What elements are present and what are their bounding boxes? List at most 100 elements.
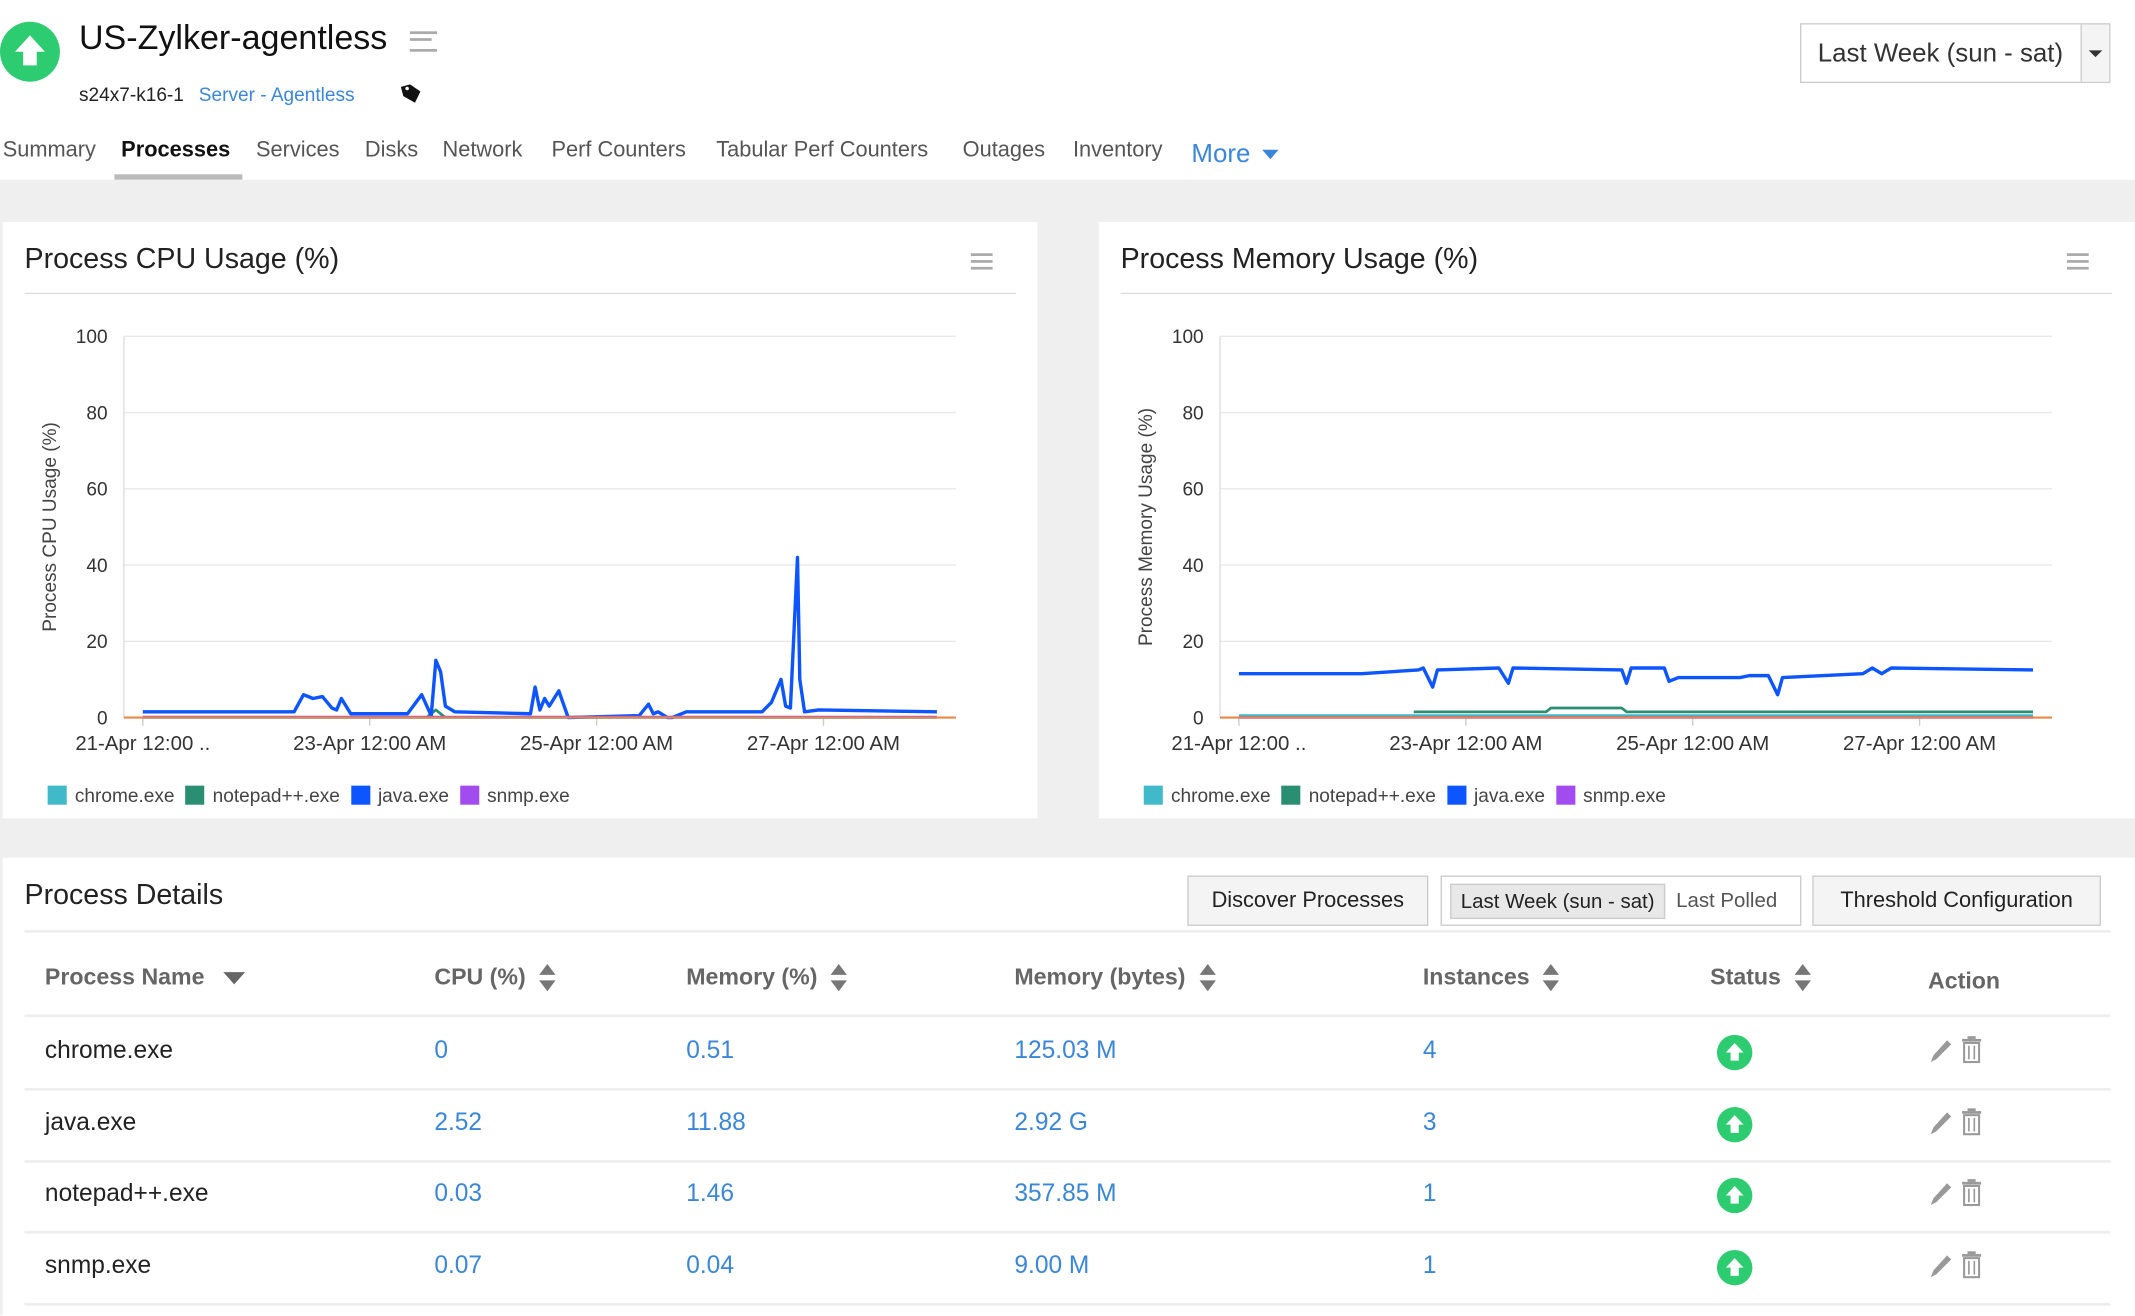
monitor-type-link[interactable]: Server - Agentless — [198, 83, 355, 105]
legend-item[interactable]: java.exe — [1441, 784, 1545, 806]
column-header-process-name[interactable]: Process Name — [45, 964, 246, 991]
column-header-cpu[interactable]: CPU (%) — [434, 964, 556, 992]
cell-memory-bytes[interactable]: 125.03 M — [1014, 1036, 1117, 1064]
period-last-polled-button[interactable]: Last Polled — [1676, 889, 1778, 913]
memory-chart-menu-icon[interactable] — [2066, 253, 2089, 270]
y-tick-label: 100 — [1172, 327, 1204, 348]
chevron-down-icon — [1262, 150, 1279, 160]
tab-network[interactable]: Network — [443, 139, 523, 164]
cell-cpu[interactable]: 0.07 — [434, 1251, 483, 1279]
tab-summary[interactable]: Summary — [3, 139, 96, 164]
y-tick-label: 100 — [76, 327, 108, 348]
active-tab-underline — [114, 174, 243, 180]
cell-memory-percent[interactable]: 11.88 — [686, 1107, 746, 1136]
cell-memory-bytes[interactable]: 2.92 G — [1014, 1107, 1088, 1136]
monitor-menu-icon[interactable] — [409, 31, 438, 52]
cell-memory-percent[interactable]: 0.04 — [686, 1251, 734, 1279]
cell-instances[interactable]: 1 — [1422, 1179, 1437, 1207]
legend-swatch — [1555, 785, 1576, 805]
legend-item[interactable]: chrome.exe — [42, 784, 174, 806]
period-select[interactable]: Last Week (sun - sat) — [1800, 23, 2111, 84]
column-label: Memory (bytes) — [1014, 964, 1186, 990]
x-tick-label: 21-Apr 12:00 .. — [1171, 733, 1306, 755]
tab-label: Perf Counters — [551, 138, 686, 163]
tab-label: Services — [255, 138, 340, 163]
memory-chart-title: Process Memory Usage (%) — [1120, 243, 1479, 276]
delete-icon[interactable] — [1959, 1178, 1984, 1215]
y-tick-label: 0 — [97, 708, 108, 729]
legend-swatch — [1281, 785, 1301, 805]
legend-item[interactable]: chrome.exe — [1138, 784, 1271, 807]
tab-services[interactable]: Services — [256, 139, 340, 164]
column-header-instances[interactable]: Instances — [1422, 964, 1560, 992]
cell-process-name: java.exe — [44, 1107, 137, 1136]
table-row: java.exe 2.52 11.88 2.92 G 3 — [24, 1089, 2111, 1163]
legend-swatch — [1143, 785, 1163, 805]
cell-memory-bytes[interactable]: 357.85 M — [1014, 1179, 1117, 1207]
legend-label: snmp.exe — [487, 784, 570, 807]
tab-outages[interactable]: Outages — [963, 139, 1045, 164]
y-axis-label: Process CPU Usage (%) — [40, 422, 61, 632]
tab-inventory[interactable]: Inventory — [1073, 139, 1163, 164]
cell-instances[interactable]: 4 — [1422, 1036, 1437, 1064]
column-header-memory-bytes[interactable]: Memory (bytes) — [1014, 964, 1216, 992]
tab-tabular-perf-counters[interactable]: Tabular Perf Counters — [716, 139, 928, 164]
tab-label: Network — [442, 138, 523, 163]
y-tick-label: 60 — [86, 480, 107, 501]
monitor-title: US-Zylker-agentless — [78, 19, 388, 58]
legend-item[interactable]: notepad++.exe — [180, 784, 340, 806]
legend-label: chrome.exe — [1170, 784, 1271, 807]
edit-icon[interactable] — [1927, 1108, 1954, 1145]
delete-icon[interactable] — [1959, 1250, 1984, 1287]
edit-icon[interactable] — [1927, 1036, 1954, 1073]
legend-label: chrome.exe — [74, 784, 175, 807]
status-up-icon — [1716, 1106, 1753, 1142]
y-tick-label: 0 — [1193, 708, 1204, 729]
cell-instances[interactable]: 3 — [1422, 1107, 1437, 1136]
period-last-week-button[interactable]: Last Week (sun - sat) — [1450, 883, 1666, 920]
edit-icon[interactable] — [1927, 1251, 1954, 1288]
cpu-chart-menu-icon[interactable] — [970, 253, 993, 270]
cell-process-name: notepad++.exe — [44, 1179, 209, 1207]
delete-icon[interactable] — [1959, 1035, 1984, 1072]
x-tick-label: 25-Apr 12:00 AM — [520, 733, 673, 755]
series-line-java-exe — [1238, 666, 2034, 697]
tag-icon[interactable] — [400, 82, 422, 113]
cell-cpu[interactable]: 0.03 — [434, 1179, 483, 1207]
period-select-value: Last Week (sun - sat) — [1817, 39, 2064, 69]
cell-memory-percent[interactable]: 1.46 — [686, 1179, 734, 1207]
column-header-status[interactable]: Status — [1710, 964, 1811, 992]
discover-processes-button[interactable]: Discover Processes — [1187, 875, 1429, 926]
legend-item[interactable]: snmp.exe — [454, 784, 570, 807]
cell-memory-percent[interactable]: 0.51 — [686, 1036, 734, 1064]
cell-cpu[interactable]: 2.52 — [434, 1107, 483, 1136]
status-up-icon — [1716, 1034, 1753, 1071]
sort-icon — [1199, 964, 1216, 992]
column-header-action: Action — [1928, 968, 2000, 995]
threshold-configuration-button[interactable]: Threshold Configuration — [1812, 875, 2101, 926]
x-tick-label: 21-Apr 12:00 .. — [75, 733, 210, 755]
y-axis-label: Process Memory Usage (%) — [1136, 408, 1157, 646]
tab-perf-counters[interactable]: Perf Counters — [551, 139, 685, 164]
legend-item[interactable]: java.exe — [345, 784, 449, 806]
cell-memory-bytes[interactable]: 9.00 M — [1014, 1251, 1090, 1279]
legend-item[interactable]: snmp.exe — [1551, 784, 1666, 806]
tab-more[interactable]: More — [1191, 140, 1279, 170]
tab-disks[interactable]: Disks — [365, 139, 418, 164]
cpu-chart-panel: Process CPU Usage (%) — [2, 221, 1038, 819]
legend-item[interactable]: notepad++.exe — [1276, 784, 1436, 806]
legend-swatch — [47, 785, 67, 805]
tab-processes[interactable]: Processes — [121, 139, 230, 164]
tab-label: More — [1191, 140, 1251, 169]
y-tick-label: 40 — [1182, 556, 1203, 577]
table-row: chrome.exe 0 0.51 125.03 M 4 — [24, 1017, 2111, 1091]
column-header-memory[interactable]: Memory (%) — [686, 964, 848, 992]
cell-cpu[interactable]: 0 — [434, 1036, 448, 1064]
delete-icon[interactable] — [1959, 1107, 1984, 1144]
edit-icon[interactable] — [1927, 1180, 1954, 1217]
tab-label: Inventory — [1072, 138, 1163, 163]
period-toggle: Last Week (sun - sat) Last Polled — [1440, 875, 1802, 926]
cell-instances[interactable]: 1 — [1422, 1251, 1437, 1279]
column-label: Instances — [1422, 964, 1530, 990]
y-tick-label: 80 — [86, 403, 107, 424]
